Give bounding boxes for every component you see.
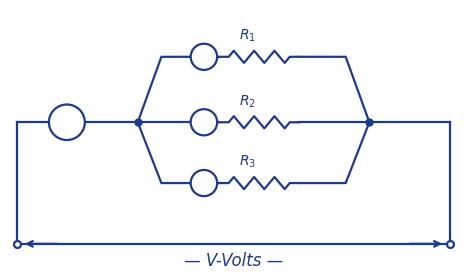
Text: $I_2$: $I_2$ — [199, 115, 209, 130]
Circle shape — [49, 104, 85, 140]
Text: $I$: $I$ — [64, 113, 70, 131]
Text: $I_1$: $I_1$ — [199, 49, 209, 64]
Text: $R_3$: $R_3$ — [238, 154, 255, 171]
Text: — V-Volts —: — V-Volts — — [184, 252, 283, 270]
Text: $R_2$: $R_2$ — [239, 93, 255, 110]
Text: $I_3$: $I_3$ — [199, 175, 209, 191]
Circle shape — [191, 170, 217, 196]
Circle shape — [191, 44, 217, 70]
Circle shape — [191, 109, 217, 135]
Text: $R_1$: $R_1$ — [239, 28, 255, 44]
